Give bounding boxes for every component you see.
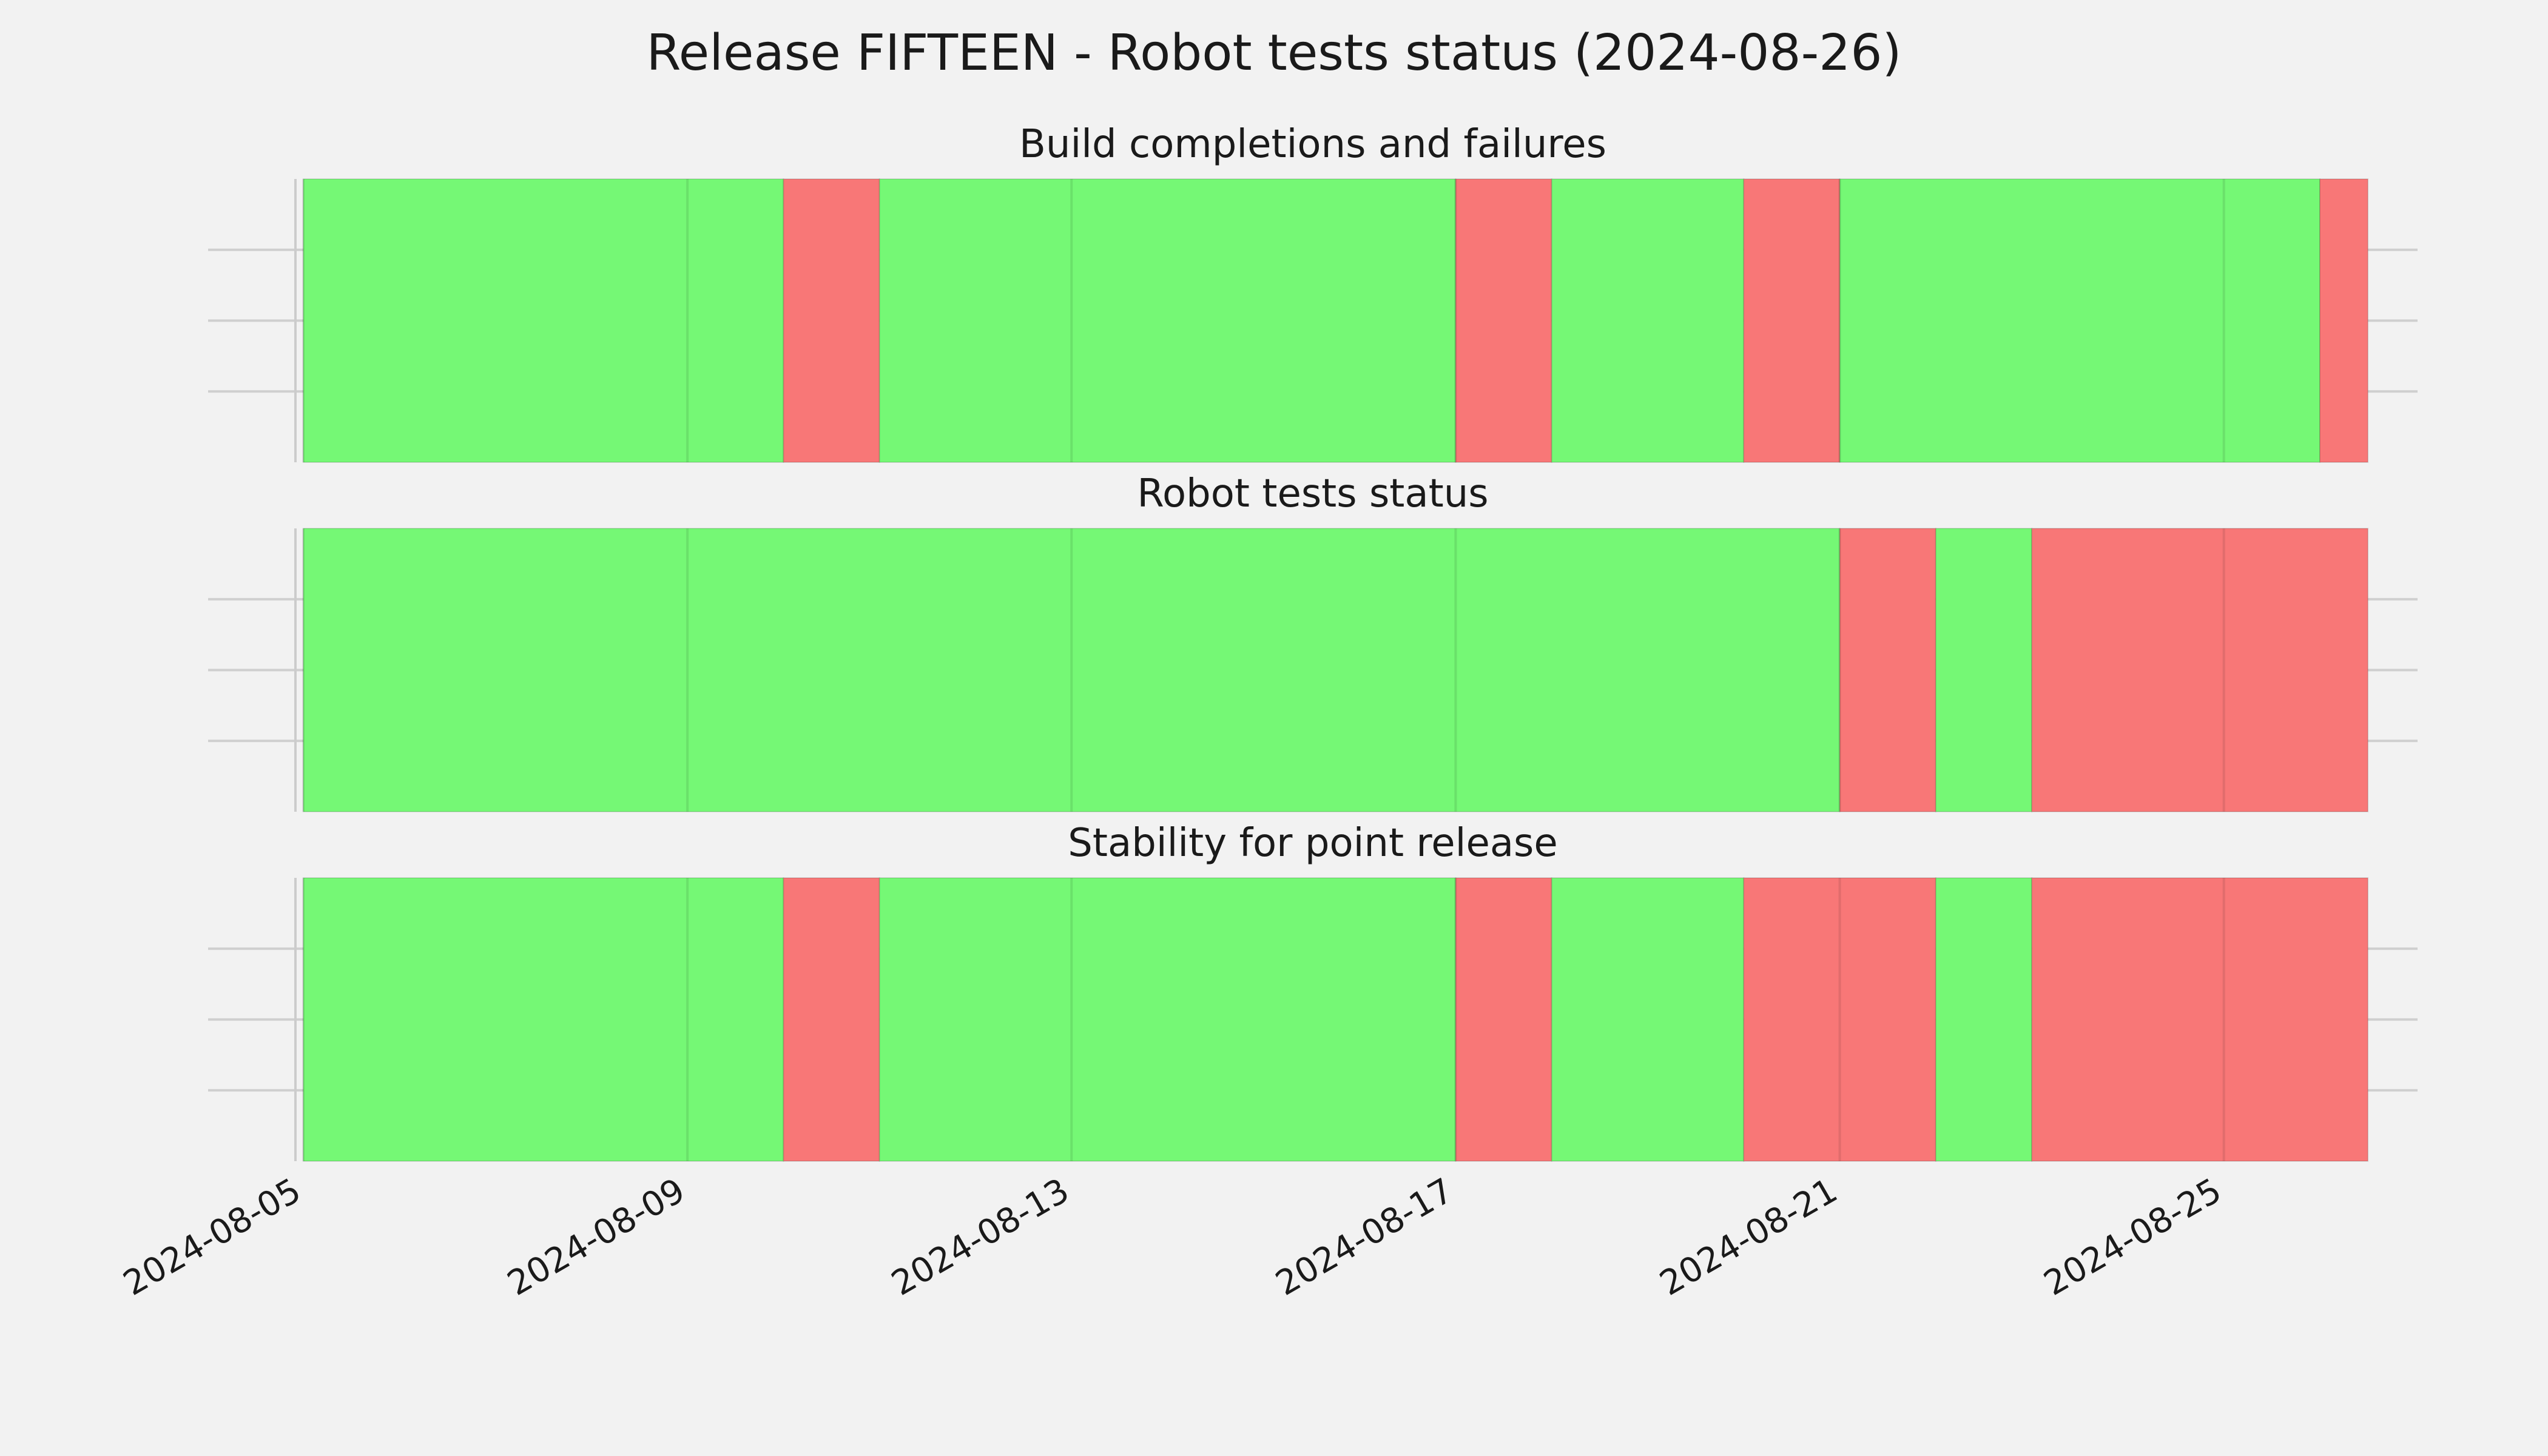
panel-1: Build completions and failures <box>208 122 2418 463</box>
x-tick-label: 2024-08-13 <box>885 1171 1076 1304</box>
status-segment-pass <box>1551 877 1745 1162</box>
x-tick-label: 2024-08-17 <box>1269 1171 1460 1304</box>
panel-title: Stability for point release <box>1068 821 1558 866</box>
status-segment-fail <box>783 877 880 1162</box>
x-tick-label: 2024-08-09 <box>501 1171 692 1304</box>
status-segment-fail <box>783 178 880 463</box>
status-segment-pass <box>303 877 784 1162</box>
panel-2: Robot tests status <box>208 471 2418 812</box>
status-segment-fail <box>2319 178 2369 463</box>
status-segment-pass <box>878 178 1457 463</box>
panel-title: Build completions and failures <box>1019 122 1606 167</box>
status-segment-pass <box>1935 528 2033 812</box>
status-segment-fail <box>1455 178 1552 463</box>
status-segment-pass <box>1551 178 1745 463</box>
status-segment-fail <box>1839 528 1936 812</box>
status-segment-fail <box>1743 877 1936 1162</box>
status-segment-fail <box>2031 877 2369 1162</box>
status-segment-pass <box>878 877 1457 1162</box>
figure-title: Release FIFTEEN - Robot tests status (20… <box>646 24 1901 82</box>
status-segment-pass <box>1839 178 2321 463</box>
x-tick-label: 2024-08-05 <box>117 1171 308 1304</box>
status-segment-pass <box>303 178 784 463</box>
panel-title: Robot tests status <box>1137 471 1488 516</box>
x-tick-label: 2024-08-25 <box>2037 1171 2228 1304</box>
status-segment-pass <box>303 528 1841 812</box>
status-segment-fail <box>2031 528 2369 812</box>
x-tick-label: 2024-08-21 <box>1653 1171 1844 1304</box>
status-segment-pass <box>1935 877 2033 1162</box>
status-segment-fail <box>1455 877 1552 1162</box>
status-segment-fail <box>1743 178 1841 463</box>
panel-3: Stability for point release <box>208 821 2418 1162</box>
